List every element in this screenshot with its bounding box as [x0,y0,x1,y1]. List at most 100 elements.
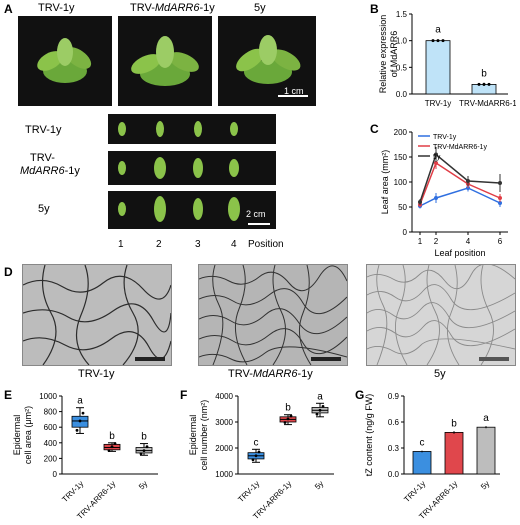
y-tick-label: 1000 [39,392,57,401]
y-tick-label: 150 [394,153,408,162]
y-tick-label: 3000 [215,418,233,427]
y-tick-label: 2000 [215,444,233,453]
legend-label: TRV-1y [433,134,457,141]
significance-letter: b [285,403,291,414]
significance-letter: b [481,68,487,79]
data-point [283,421,287,424]
panel-label-a: A [4,2,13,16]
significance-letter: a [483,413,489,424]
bar [425,40,451,95]
y-tick-label: 600 [44,423,58,432]
x-tick-label: TRV-1y [60,479,85,504]
position-3: 3 [195,239,201,250]
row-label-arr6-line2: MdARR6-1y [20,165,80,177]
photo-label-5y: 5y [254,2,266,14]
cell-texture [367,265,515,365]
leaves [118,157,239,179]
y-tick-label: 0.0 [396,90,408,99]
data-point [81,411,85,415]
y-axis-label: tZ content (ng/g FW) [364,394,374,477]
significance-letter: b [109,431,115,442]
significance-letter: b [451,418,457,429]
leaves [118,196,270,225]
data-point [289,414,293,418]
y-tick-label: 400 [44,439,58,448]
x-axis-label: Leaf position [434,248,485,258]
chart-c: 0 50 100 150 200 1 2 4 6 Leaf position Leaf area (… [380,128,508,258]
data-point [286,417,290,421]
data-point [110,445,114,449]
label-gene: MdARR6 [252,368,298,380]
plant-drawing [37,38,92,83]
position-1: 1 [118,239,124,250]
chart-f: 1000 2000 3000 4000 Epidermal cell number (nm… [188,391,334,521]
micrograph-trv [22,264,172,366]
x-tick-label: TRV-1y [425,99,452,108]
legend-label: 5y [433,154,441,161]
y-tick-label: 1.0 [396,37,408,46]
data-point [498,196,502,200]
data-point [434,196,438,200]
significance-letter: a [317,391,323,402]
label-suffix: -1y [199,2,215,14]
x-tick-label: 4 [466,237,471,246]
y-tick-label: 0.9 [388,392,400,401]
y-tick-label: 0 [403,228,408,237]
significance-letter: b [141,432,147,443]
y-tick-label: 0.3 [388,444,400,453]
y-tick-label: 200 [394,128,408,137]
legend-label: TRV-MdARR6-1y [433,144,487,151]
plant-photo-trv [18,16,112,106]
series-line [419,187,501,207]
y-tick-label: 0 [53,470,58,479]
data-point [498,201,502,205]
position-axis-label: Position [248,239,284,250]
x-tick-label: 5y [479,479,491,491]
significance-letter: a [77,396,83,407]
plant-drawing [131,36,199,86]
series-line [419,153,501,203]
data-point [75,428,79,432]
y-tick-label: 100 [394,178,408,187]
position-2: 2 [156,239,162,250]
panel-label-f: F [180,388,188,402]
data-point [113,442,117,445]
data-point [434,152,438,157]
micrograph-5y [366,264,516,366]
x-tick-label: TRV-1y [236,479,261,504]
y-axis-label: Relative expression [378,15,388,94]
data-point [145,445,149,449]
row-label-5y: 5y [38,203,50,215]
data-point [257,450,261,454]
plant-photo-5y: 1 cm [218,16,316,106]
leaves [118,121,238,137]
row-label-arr6-line1: TRV- [30,152,55,164]
data-point [441,39,445,43]
y-tick-label: 0.5 [396,63,408,72]
photo-label-trv: TRV-1y [38,2,75,14]
position-4: 4 [231,239,237,250]
data-point [418,200,422,204]
bar [476,426,496,475]
x-tick-label: TRV-1y [402,479,427,504]
data-point [434,161,438,165]
y-tick-label: 1000 [215,470,233,479]
data-point [315,412,319,416]
scale-bar-label: 1 cm [284,86,304,96]
data-point [251,458,255,462]
bar [444,432,464,475]
y-tick-label: 50 [398,203,407,212]
label-gene: MdARR6 [20,165,65,177]
x-tick-label: TRV-MdARR6-1y [459,99,516,108]
bar [412,451,432,475]
y-tick-label: 4000 [215,392,233,401]
data-point [254,454,258,458]
series-line [419,161,501,205]
x-tick-label: 6 [498,237,503,246]
significance-letter: c [254,437,259,448]
data-point [78,419,82,423]
y-tick-label: 800 [44,408,58,417]
panel-label-c: C [370,122,379,136]
data-point [498,181,502,185]
data-point [142,449,146,452]
